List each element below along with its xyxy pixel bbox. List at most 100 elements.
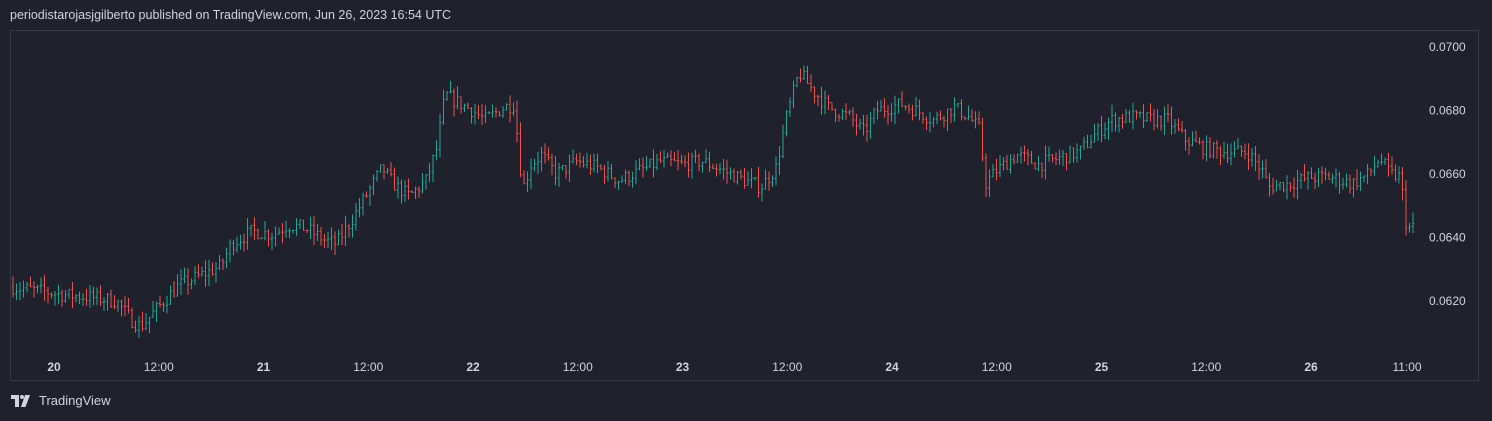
- ohlc-bar: [1352, 177, 1355, 198]
- time-tick-label: 12:00: [353, 360, 383, 374]
- ohlc-bar: [631, 171, 634, 188]
- ohlc-bar: [1079, 145, 1082, 160]
- ohlc-bar: [1075, 143, 1079, 163]
- ohlc-bar: [1292, 177, 1296, 198]
- ohlc-bar: [778, 145, 781, 176]
- ohlc-bar: [151, 300, 155, 318]
- ohlc-bar: [29, 276, 32, 288]
- price-tick-label: 0.0680: [1429, 104, 1466, 118]
- ohlc-bar: [1394, 164, 1397, 182]
- ohlc-bar: [435, 140, 438, 161]
- ohlc-bar: [368, 185, 372, 206]
- ohlc-bar: [683, 155, 687, 168]
- ohlc-bar: [851, 107, 855, 127]
- ohlc-bar: [1226, 143, 1229, 164]
- ohlc-bar: [1222, 141, 1226, 159]
- ohlc-bar: [1313, 172, 1317, 190]
- ohlc-bar: [1117, 116, 1121, 133]
- ohlc-bar: [1285, 175, 1289, 200]
- ohlc-bar: [71, 281, 74, 309]
- ohlc-bar: [1131, 102, 1135, 130]
- ohlc-bar: [690, 152, 694, 179]
- ohlc-bar: [1100, 115, 1103, 143]
- ohlc-bar: [697, 153, 701, 172]
- ohlc-bar: [1380, 153, 1383, 166]
- ohlc-bar: [1229, 143, 1233, 166]
- ohlc-bar: [526, 171, 529, 193]
- ohlc-bar: [428, 163, 431, 183]
- ohlc-bar: [799, 68, 802, 83]
- ohlc-bar: [1334, 168, 1338, 188]
- ohlc-bar: [879, 99, 883, 112]
- ohlc-bar: [277, 227, 281, 235]
- ohlc-bar: [585, 152, 589, 169]
- ohlc-bar: [1180, 121, 1184, 133]
- ohlc-bar: [1086, 134, 1089, 149]
- ohlc-bar: [862, 114, 865, 136]
- ohlc-bar: [309, 216, 312, 240]
- ohlc-bar: [228, 239, 232, 263]
- ohlc-bar: [92, 286, 95, 306]
- ohlc-bar: [1240, 145, 1243, 157]
- ohlc-bar: [1282, 182, 1285, 193]
- ohlc-bar: [337, 229, 340, 246]
- ohlc-chart[interactable]: 0.0620 0.0640 0.0660 0.0680 0.0700 20 12:00 21…: [0, 0, 1492, 385]
- ohlc-bar: [1299, 172, 1303, 189]
- ohlc-bar: [1373, 155, 1376, 176]
- ohlc-bar: [900, 91, 904, 108]
- ohlc-bar: [36, 284, 39, 294]
- ohlc-bar: [1278, 181, 1282, 191]
- ohlc-bar: [410, 190, 414, 193]
- ohlc-bar: [1082, 136, 1086, 150]
- ohlc-bar: [1114, 112, 1117, 132]
- ohlc-bar: [1289, 182, 1292, 192]
- ohlc-bar: [186, 268, 190, 295]
- time-tick-label: 12:00: [144, 360, 174, 374]
- ohlc-bar: [417, 186, 421, 198]
- ohlc-bar: [85, 288, 88, 306]
- ohlc-bar: [1404, 180, 1408, 236]
- price-tick-label: 0.0700: [1429, 40, 1466, 54]
- ohlc-bar: [473, 103, 477, 125]
- ohlc-bar: [421, 173, 424, 194]
- ohlc-bar: [1005, 155, 1009, 171]
- ohlc-bar: [774, 156, 778, 186]
- ohlc-bar: [445, 90, 449, 101]
- ohlc-bar: [750, 168, 753, 189]
- ohlc-bar: [984, 153, 988, 197]
- ohlc-bar: [1369, 168, 1373, 177]
- ohlc-bar: [1215, 140, 1219, 159]
- ohlc-bar: [155, 301, 158, 322]
- ohlc-bar: [893, 95, 897, 124]
- ohlc-bar: [1012, 154, 1016, 165]
- ohlc-bar: [260, 237, 263, 240]
- ohlc-bar: [599, 164, 603, 171]
- ohlc-bar: [1068, 145, 1072, 164]
- ohlc-bar: [1142, 104, 1145, 128]
- price-axis: 0.0620 0.0640 0.0660 0.0680 0.0700: [1429, 40, 1466, 308]
- ohlc-bar: [953, 97, 956, 122]
- ohlc-bar: [452, 88, 456, 117]
- ohlc-bar: [351, 214, 354, 238]
- ohlc-bar: [354, 203, 358, 231]
- ohlc-bar: [519, 122, 522, 178]
- ohlc-bar: [1324, 167, 1327, 181]
- chart-frame[interactable]: [10, 30, 1479, 381]
- ohlc-bar: [396, 176, 400, 199]
- ohlc-bar: [18, 282, 22, 301]
- ohlc-bar: [795, 76, 799, 88]
- ohlc-bar: [165, 295, 169, 314]
- ohlc-bar: [1096, 123, 1100, 141]
- ohlc-bar: [211, 262, 214, 276]
- tradingview-branding[interactable]: TradingView: [11, 393, 111, 408]
- ohlc-bar: [991, 163, 995, 178]
- ohlc-bar: [883, 98, 886, 118]
- ohlc-bar: [403, 180, 407, 202]
- ohlc-bar: [11, 276, 15, 298]
- time-tick-label: 24: [885, 360, 899, 374]
- ohlc-bar: [550, 153, 554, 176]
- ohlc-bar: [295, 218, 298, 236]
- ohlc-bar: [886, 105, 890, 125]
- ohlc-bar: [64, 290, 67, 303]
- ohlc-bar: [1261, 160, 1264, 179]
